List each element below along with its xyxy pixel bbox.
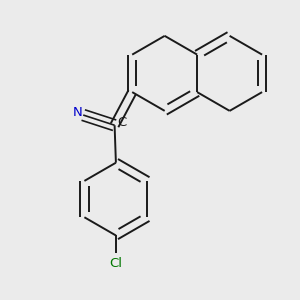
Text: C: C [117, 116, 126, 129]
Text: Cl: Cl [110, 257, 122, 270]
Text: N: N [73, 106, 82, 119]
